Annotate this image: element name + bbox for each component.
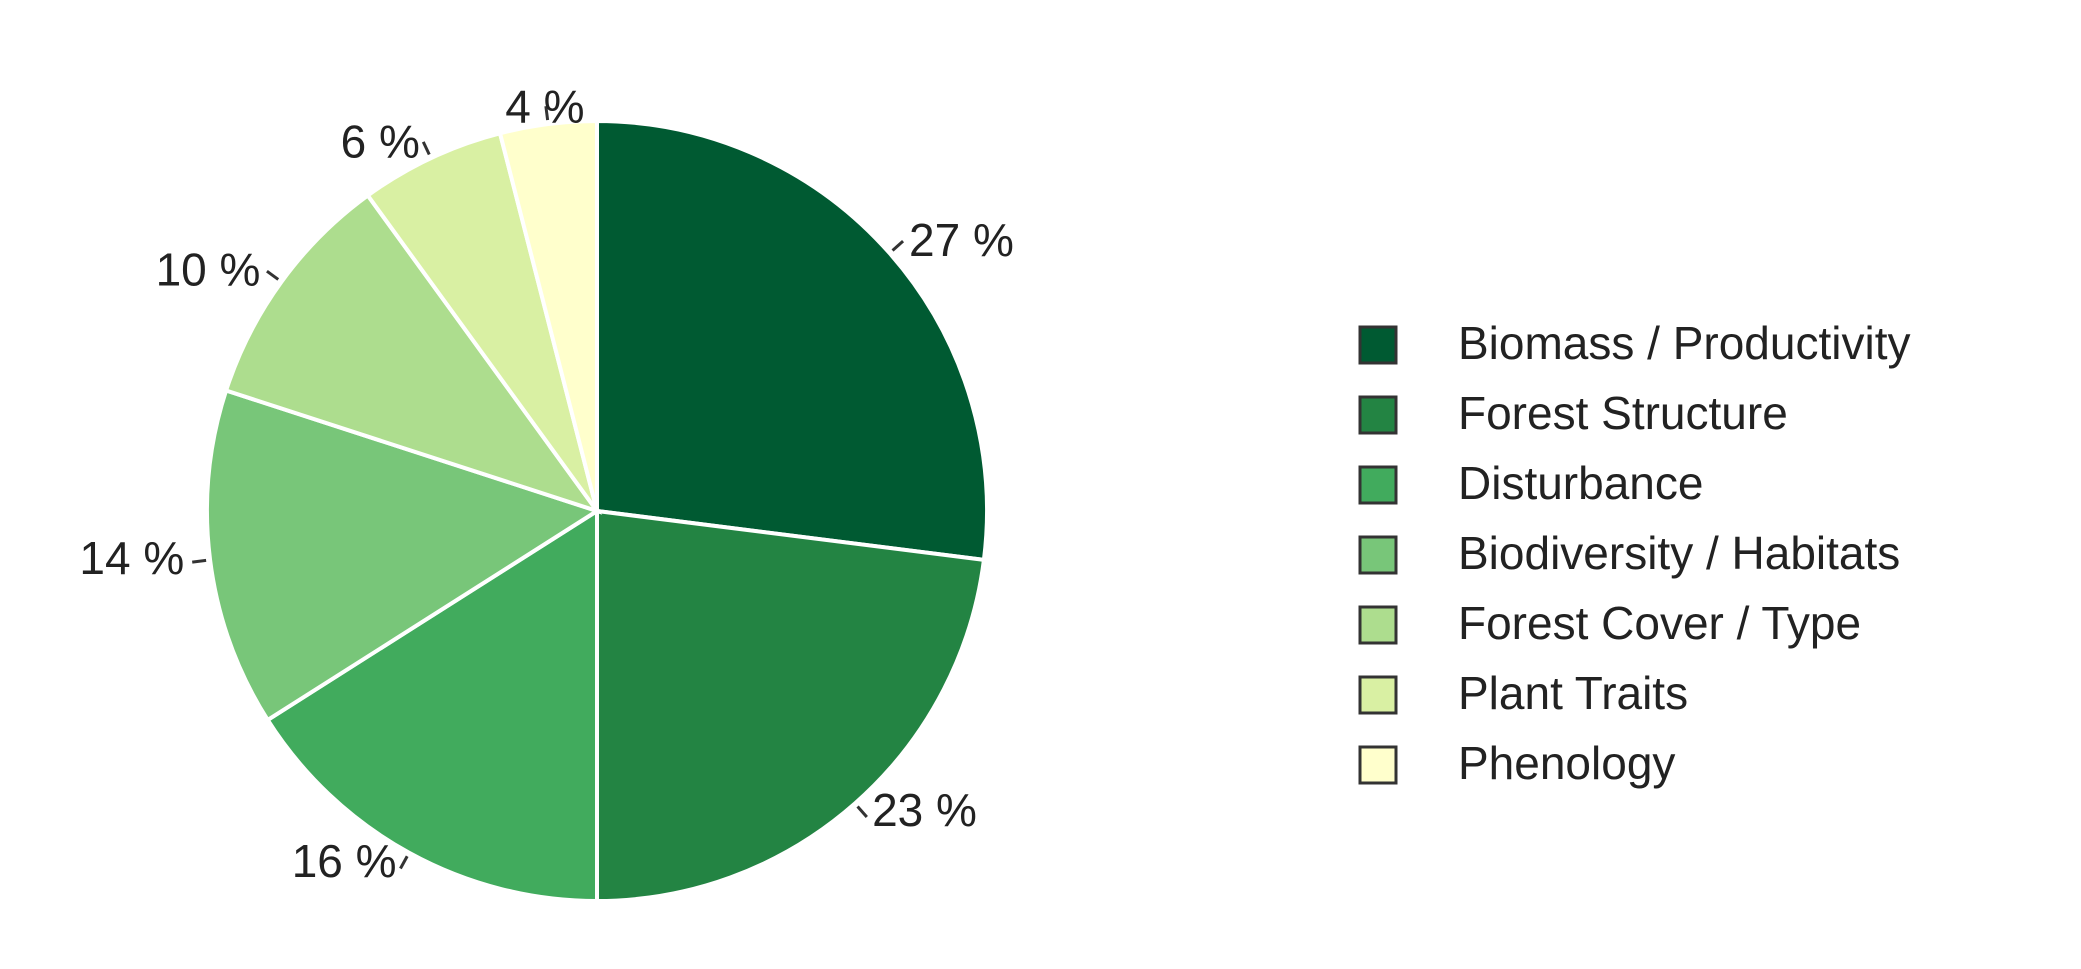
value-label: 10 % bbox=[156, 244, 261, 296]
value-label: 16 % bbox=[292, 835, 397, 887]
legend-label: Biodiversity / Habitats bbox=[1458, 527, 1900, 579]
legend-swatch bbox=[1358, 675, 1398, 715]
legend-swatch bbox=[1358, 395, 1398, 435]
legend-label: Biomass / Productivity bbox=[1458, 317, 1910, 369]
legend-label: Phenology bbox=[1458, 737, 1675, 789]
label-tick bbox=[266, 269, 280, 281]
label-tick bbox=[421, 141, 431, 156]
pie-slice bbox=[364, 130, 599, 513]
pie-slice bbox=[205, 387, 602, 723]
value-label: 14 % bbox=[79, 532, 184, 584]
legend-label: Forest Cover / Type bbox=[1458, 597, 1861, 649]
legend-swatch bbox=[1358, 745, 1398, 785]
value-label: 23 % bbox=[872, 784, 977, 836]
pie-slice bbox=[223, 192, 603, 515]
legend-label: Plant Traits bbox=[1458, 667, 1688, 719]
legend-swatch bbox=[1358, 535, 1398, 575]
legend-label: Forest Structure bbox=[1458, 387, 1788, 439]
value-label: 4 % bbox=[505, 80, 584, 132]
pie-slice bbox=[595, 508, 987, 904]
label-tick bbox=[856, 805, 868, 819]
value-label: 27 % bbox=[909, 214, 1014, 266]
legend-label: Disturbance bbox=[1458, 457, 1703, 509]
pie-slice bbox=[497, 118, 599, 512]
label-tick bbox=[192, 558, 207, 564]
label-tick bbox=[399, 855, 409, 870]
label-tick bbox=[544, 106, 550, 121]
value-label: 6 % bbox=[341, 116, 420, 168]
legend-swatch bbox=[1358, 465, 1398, 505]
label-tick bbox=[891, 240, 905, 252]
legend-swatch bbox=[1358, 605, 1398, 645]
pie-slice bbox=[264, 507, 599, 904]
pie-slice bbox=[595, 118, 989, 563]
legend-swatch bbox=[1358, 325, 1398, 365]
